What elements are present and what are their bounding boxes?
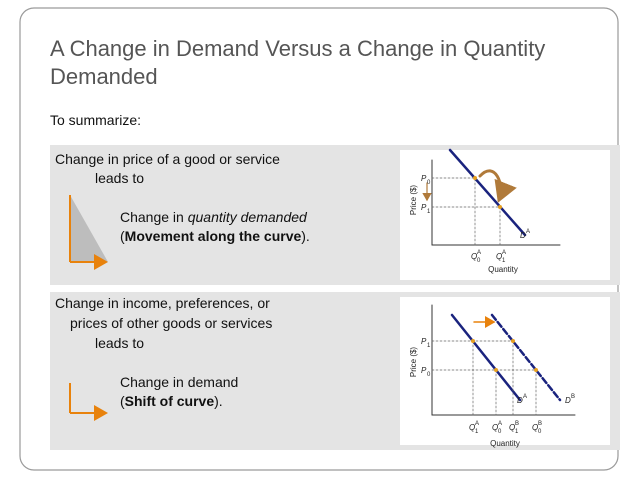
label-sub: 0: [477, 258, 481, 264]
label-sup: A: [498, 421, 502, 427]
label-letter: D: [565, 396, 571, 405]
label-letter: D: [520, 231, 526, 240]
graph-bg: [400, 297, 610, 445]
y-axis-label: Price ($): [409, 347, 418, 378]
label-letter: Q: [469, 423, 475, 432]
label-sub: 0: [427, 372, 431, 378]
label-sub: 1: [427, 209, 431, 215]
box-text: leads to: [95, 335, 144, 351]
graph: [431, 304, 576, 416]
result-text: Change in demand: [120, 374, 238, 390]
note: (Movement along the curve).: [120, 228, 310, 244]
result-emphasis: quantity demanded: [188, 209, 308, 225]
label-letter: P: [421, 337, 427, 346]
note-text: ).: [214, 393, 223, 409]
x-axis-label: Quantity: [490, 439, 520, 448]
box-text: Change in income, preferences, or: [55, 295, 270, 311]
box-text: Change in price of a good or service: [55, 151, 280, 167]
label-sub: 1: [515, 429, 519, 435]
label-sup: A: [475, 421, 479, 427]
label-sup: A: [523, 394, 527, 400]
label-sub: 1: [475, 429, 479, 435]
result: Change in demand: [120, 374, 238, 390]
label-letter: P: [421, 174, 427, 183]
label-letter: Q: [532, 423, 538, 432]
label-sub: 0: [498, 429, 502, 435]
graph-bg: [400, 150, 610, 280]
label-letter: D: [517, 396, 523, 405]
label-sup: B: [515, 421, 519, 427]
label-letter: Q: [492, 423, 498, 432]
title: Demanded: [50, 64, 158, 89]
label-sup: A: [502, 250, 506, 256]
title: A Change in Demand Versus a Change in Qu…: [50, 36, 545, 61]
label-sup: B: [538, 421, 542, 427]
note-text: (: [120, 228, 125, 244]
label-sub: 1: [502, 258, 506, 264]
note: (Shift of curve).: [120, 393, 223, 409]
graph: [422, 148, 561, 246]
label-sub: 0: [427, 180, 431, 186]
note-text: (: [120, 393, 125, 409]
result-text: Change in: [120, 209, 188, 225]
label-sub: 1: [427, 343, 431, 349]
label-letter: Q: [471, 252, 477, 261]
y-axis-label: Price ($): [409, 185, 418, 216]
label-sup: A: [477, 250, 481, 256]
box-text: leads to: [95, 170, 144, 186]
box-text: prices of other goods or services: [70, 315, 272, 331]
x-axis-label: Quantity: [488, 265, 518, 274]
note-text: ).: [301, 228, 310, 244]
label-sup: B: [571, 394, 575, 400]
label-letter: Q: [509, 423, 515, 432]
icon: [70, 195, 108, 262]
note-bold: Shift of curve: [125, 393, 215, 409]
label-sup: A: [526, 229, 530, 235]
label-letter: P: [421, 366, 427, 375]
note-bold: Movement along the curve: [125, 228, 302, 244]
label-sub: 0: [538, 429, 542, 435]
result: Change in quantity demanded: [120, 209, 308, 225]
label-letter: P: [421, 203, 427, 212]
intro: To summarize:: [50, 112, 141, 128]
label-letter: Q: [496, 252, 502, 261]
